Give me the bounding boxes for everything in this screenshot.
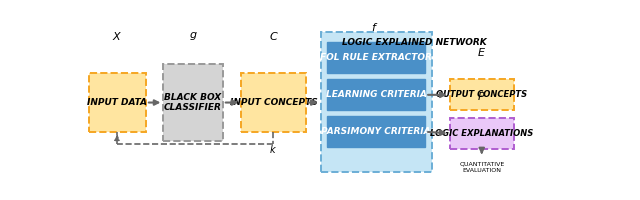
- Text: OUTPUT CONCEPTS: OUTPUT CONCEPTS: [436, 90, 527, 99]
- Text: INPUT DATA: INPUT DATA: [88, 98, 147, 107]
- FancyBboxPatch shape: [327, 42, 425, 73]
- FancyBboxPatch shape: [449, 118, 514, 149]
- Text: FOL RULE EXTRACTOR: FOL RULE EXTRACTOR: [320, 53, 432, 62]
- Text: PARSIMONY CRITERIA: PARSIMONY CRITERIA: [321, 127, 431, 136]
- FancyBboxPatch shape: [449, 79, 514, 110]
- FancyBboxPatch shape: [241, 73, 306, 132]
- Text: LOGIC EXPLAINED NETWORK: LOGIC EXPLAINED NETWORK: [342, 38, 486, 47]
- Text: LEARNING CRITERIA: LEARNING CRITERIA: [326, 90, 427, 99]
- Text: $E$: $E$: [477, 46, 486, 58]
- Text: $X$: $X$: [112, 30, 122, 42]
- Text: INPUT CONCEPTS: INPUT CONCEPTS: [230, 98, 317, 107]
- FancyBboxPatch shape: [327, 116, 425, 147]
- Text: BLACK BOX
CLASSIFIER: BLACK BOX CLASSIFIER: [164, 93, 222, 112]
- FancyBboxPatch shape: [327, 79, 425, 110]
- FancyBboxPatch shape: [163, 64, 223, 141]
- Text: $C$: $C$: [269, 30, 278, 42]
- Text: LOGIC EXPLANATIONS: LOGIC EXPLANATIONS: [430, 129, 533, 138]
- FancyBboxPatch shape: [89, 73, 146, 132]
- FancyBboxPatch shape: [321, 32, 432, 172]
- Text: $P$: $P$: [477, 90, 486, 102]
- Text: $g$: $g$: [189, 30, 197, 42]
- Text: QUANTITATIVE
EVALUATION: QUANTITATIVE EVALUATION: [459, 162, 504, 173]
- Text: $k$: $k$: [269, 143, 277, 155]
- Text: $f$: $f$: [371, 21, 379, 33]
